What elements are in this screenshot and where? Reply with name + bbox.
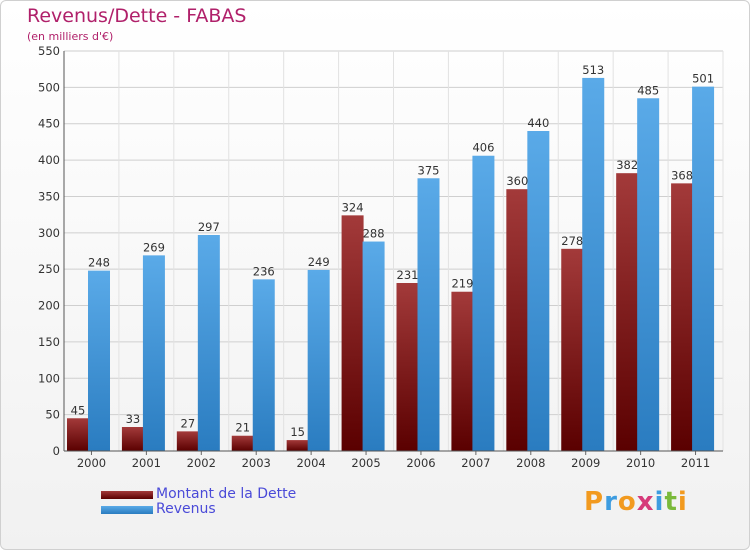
data-label-revenus: 485 xyxy=(637,83,659,97)
bar-dette xyxy=(561,248,584,451)
bar-revenus xyxy=(692,86,715,452)
bar-revenus xyxy=(197,235,220,451)
data-label-dette: 231 xyxy=(397,268,419,282)
data-label-revenus: 501 xyxy=(692,72,714,86)
bar-revenus xyxy=(582,77,605,451)
y-tick-label: 150 xyxy=(38,335,60,349)
y-tick-label: 0 xyxy=(53,444,60,458)
data-label-dette: 219 xyxy=(451,277,473,291)
data-label-revenus: 513 xyxy=(582,63,604,77)
data-label-dette: 324 xyxy=(342,200,364,214)
bar-revenus xyxy=(142,255,165,451)
x-tick-label: 2006 xyxy=(406,456,435,470)
bar-dette xyxy=(231,435,254,451)
logo-letter: P xyxy=(584,487,605,517)
bar-revenus xyxy=(637,98,660,451)
bar-dette xyxy=(121,427,144,451)
x-tick-label: 2000 xyxy=(77,456,106,470)
y-tick-label: 50 xyxy=(45,408,60,422)
y-tick-label: 350 xyxy=(38,189,60,203)
y-tick-label: 550 xyxy=(38,44,60,58)
data-label-dette: 21 xyxy=(235,421,250,435)
bar-dette xyxy=(67,418,89,451)
x-tick-label: 2007 xyxy=(461,456,490,470)
data-label-revenus: 288 xyxy=(363,227,385,241)
logo-letter: i xyxy=(654,487,665,517)
logo-letter: r xyxy=(604,487,618,517)
bar-dette xyxy=(176,431,199,451)
logo-letter: i xyxy=(677,487,688,517)
x-tick-label: 2008 xyxy=(516,456,545,470)
x-tick-label: 2010 xyxy=(626,456,655,470)
bar-revenus xyxy=(417,178,440,452)
y-tick-label: 450 xyxy=(38,117,60,131)
chart-subtitle: (en milliers d'€) xyxy=(27,30,114,43)
legend-swatch-dette xyxy=(101,491,153,499)
y-tick-label: 100 xyxy=(38,371,60,385)
data-label-dette: 27 xyxy=(181,416,196,430)
bar-revenus xyxy=(252,279,275,451)
data-label-revenus: 375 xyxy=(418,163,440,177)
data-label-revenus: 440 xyxy=(527,116,549,130)
y-tick-label: 500 xyxy=(38,80,60,94)
y-tick-label: 400 xyxy=(38,153,60,167)
x-tick-label: 2001 xyxy=(132,456,161,470)
x-tick-label: 2011 xyxy=(681,456,710,470)
bar-dette xyxy=(286,440,309,451)
x-tick-label: 2004 xyxy=(296,456,325,470)
bar-dette xyxy=(616,173,639,451)
data-label-revenus: 269 xyxy=(143,240,165,254)
bar-revenus xyxy=(472,155,495,451)
legend-swatch-revenus xyxy=(101,506,153,514)
bar-dette xyxy=(396,283,419,451)
data-label-revenus: 249 xyxy=(308,255,330,269)
x-tick-label: 2009 xyxy=(571,456,600,470)
bar-revenus xyxy=(362,241,385,451)
data-label-dette: 15 xyxy=(290,425,305,439)
bar-revenus xyxy=(88,270,110,451)
x-tick-label: 2003 xyxy=(242,456,271,470)
bar-dette xyxy=(671,183,694,451)
data-label-revenus: 406 xyxy=(472,141,494,155)
data-label-dette: 368 xyxy=(671,168,693,182)
proxiti-logo: Proxiti xyxy=(584,487,688,517)
bar-revenus xyxy=(307,269,330,451)
bar-dette xyxy=(451,291,474,451)
data-label-dette: 33 xyxy=(126,412,141,426)
legend-label-dette: Montant de la Dette xyxy=(156,486,297,502)
data-label-dette: 45 xyxy=(71,403,86,417)
x-tick-label: 2005 xyxy=(351,456,380,470)
bar-revenus xyxy=(527,131,550,451)
y-tick-label: 300 xyxy=(38,226,60,240)
data-label-revenus: 297 xyxy=(198,220,220,234)
logo-letter: t xyxy=(664,487,678,517)
data-label-dette: 278 xyxy=(561,234,583,248)
y-tick-label: 250 xyxy=(38,262,60,276)
chart-title: Revenus/Dette - FABAS xyxy=(27,5,247,27)
data-label-dette: 382 xyxy=(616,158,638,172)
data-label-revenus: 236 xyxy=(253,264,275,278)
x-tick-label: 2002 xyxy=(187,456,216,470)
bar-dette xyxy=(341,215,364,451)
logo-letter: x xyxy=(636,487,655,517)
y-tick-label: 200 xyxy=(38,299,60,313)
bar-dette xyxy=(506,189,529,451)
data-label-revenus: 248 xyxy=(88,256,110,270)
logo-letter: o xyxy=(617,487,637,517)
legend-label-revenus: Revenus xyxy=(156,501,216,517)
data-label-dette: 360 xyxy=(506,174,528,188)
